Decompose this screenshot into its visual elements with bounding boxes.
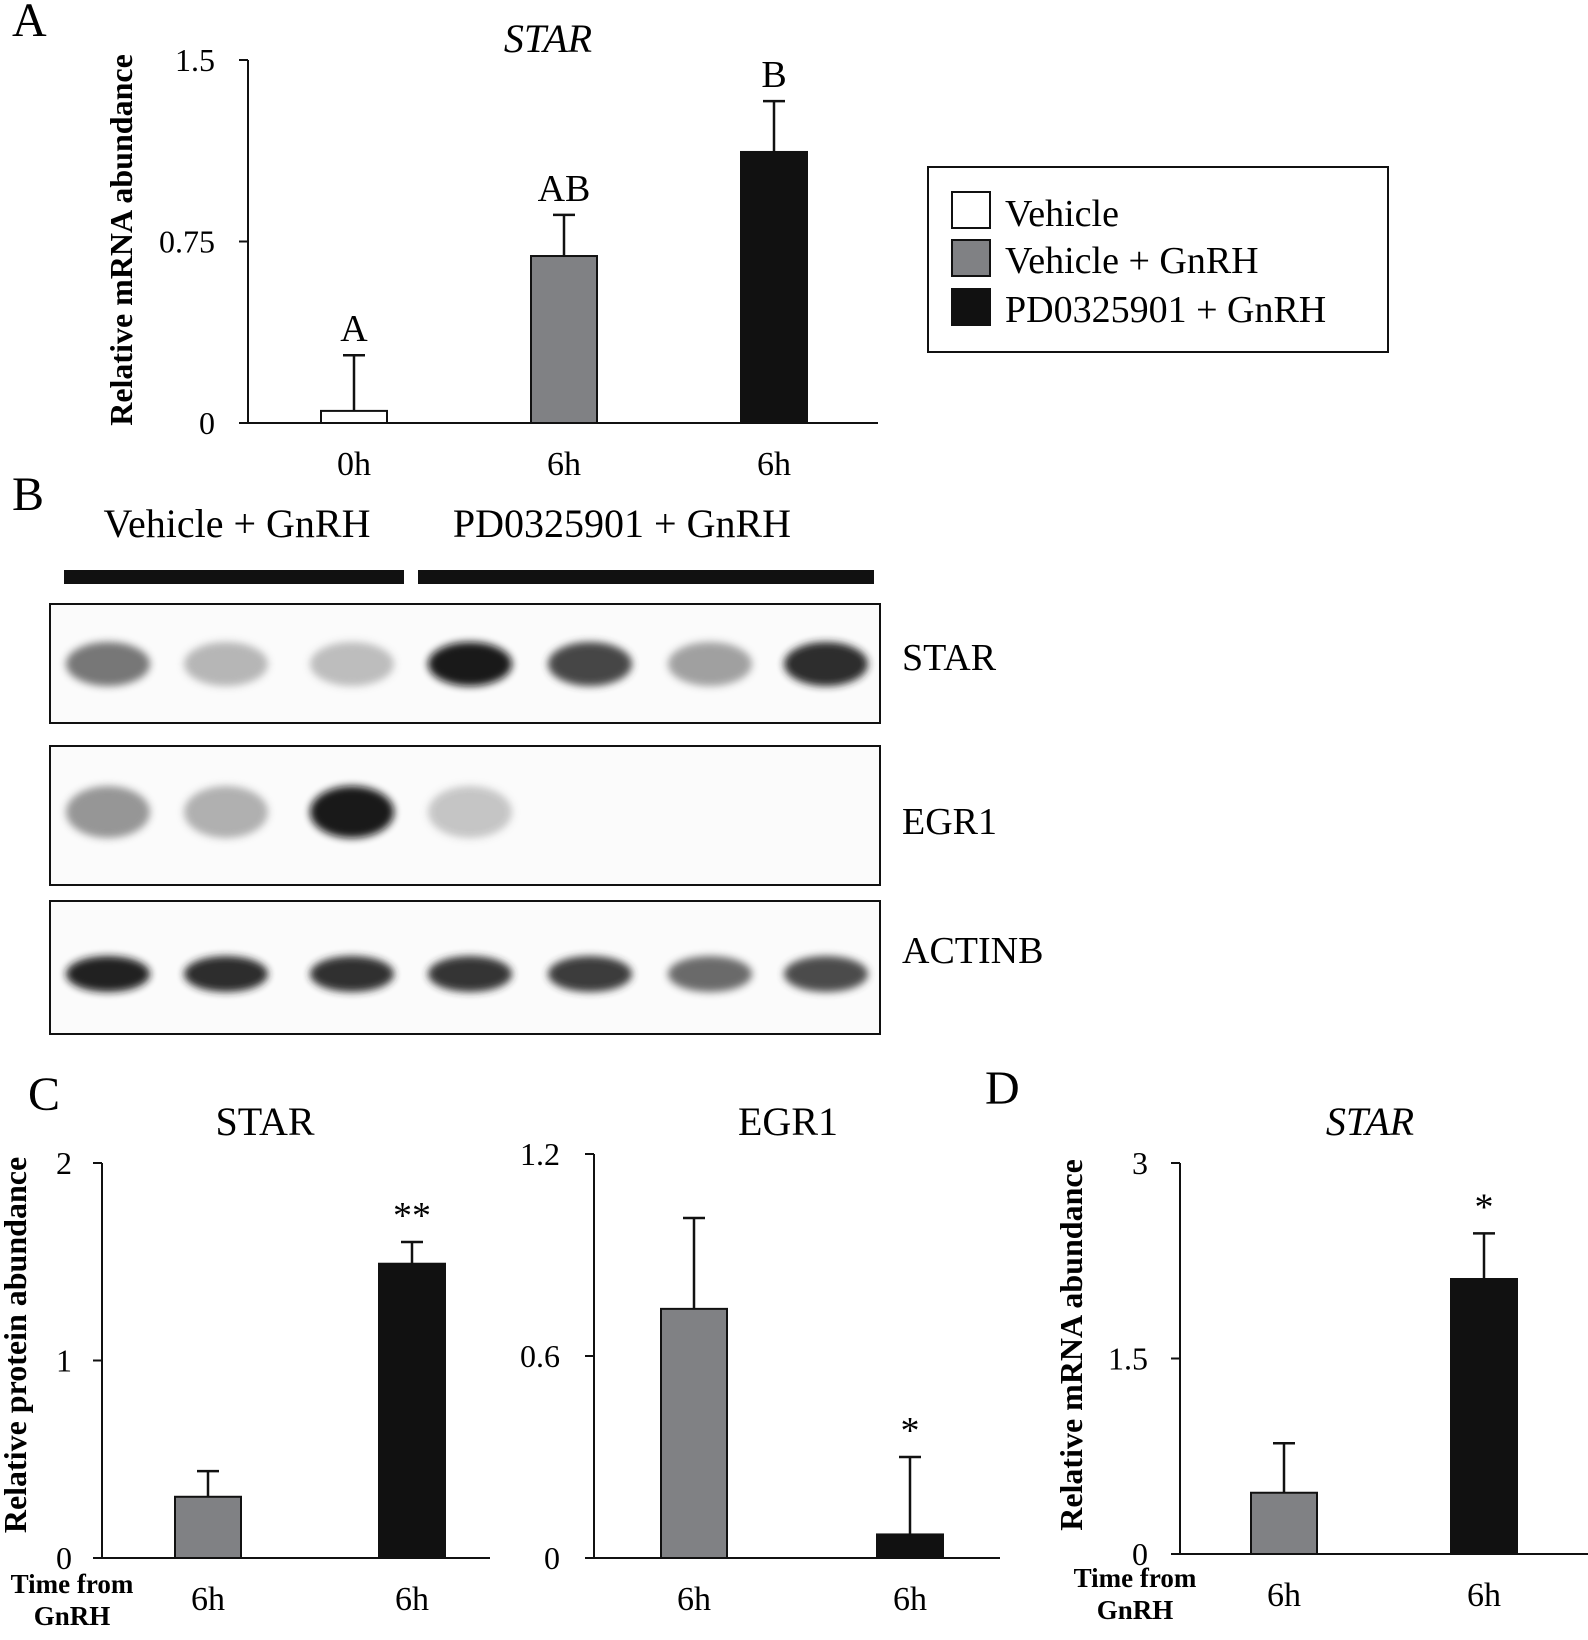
legend-swatch-vehicle-gnrh: [951, 239, 991, 277]
blot-band-egr1: [310, 786, 394, 838]
y-axis-label: Relative mRNA abundance: [103, 54, 139, 426]
blot-band-egr1: [66, 786, 150, 838]
y-axis-label: Relative protein abundance: [0, 1157, 33, 1533]
chart-a-star-mrna: 0 0.75 1.5 STAR Relative mRNA abundance A 0h AB…: [103, 16, 878, 483]
western-blot: Vehicle + GnRH PD0325901 + GnRH STAR EGR…: [49, 501, 1043, 1035]
y-axis-label: Relative mRNA abundance: [1053, 1159, 1089, 1531]
blot-band-actinb: [66, 956, 150, 992]
x-axis-label-line: GnRH: [34, 1601, 111, 1631]
legend-box: [927, 166, 1389, 353]
significance-label: *: [1475, 1186, 1494, 1228]
blot-band-star: [66, 642, 150, 686]
blot-actinb-panel: [49, 900, 881, 1035]
x-tick-label: 6h: [1467, 1577, 1501, 1614]
y-tick-label: 1.5: [175, 42, 215, 78]
x-axis-label-line: Time from: [1074, 1563, 1197, 1593]
significance-label: A: [340, 308, 368, 350]
chart-title: EGR1: [738, 1099, 838, 1144]
chart-title: STAR: [215, 1099, 314, 1144]
x-tick-label: 6h: [191, 1581, 225, 1618]
x-tick-label: 6h: [893, 1581, 927, 1618]
significance-label: **: [393, 1195, 431, 1237]
blot-band-actinb: [428, 956, 512, 992]
y-tick-label: 1.2: [520, 1136, 560, 1172]
panel-letter-d: D: [985, 1062, 1020, 1115]
blot-band-star: [184, 642, 268, 686]
y-tick-label: 0.75: [159, 224, 215, 260]
blot-band-star: [668, 642, 752, 686]
bar: [660, 1307, 728, 1560]
bar: [174, 1495, 242, 1560]
x-axis-label-line: GnRH: [1097, 1595, 1174, 1625]
blot-band-actinb: [668, 956, 752, 992]
y-tick-label: 0: [56, 1540, 72, 1576]
x-tick-label: 6h: [677, 1581, 711, 1618]
x-tick-label: 0h: [337, 446, 371, 483]
chart-title: STAR: [1326, 1099, 1414, 1144]
blot-band-star: [310, 642, 394, 686]
blot-group-bar-vehicle: [64, 570, 404, 584]
y-tick-label: 0: [544, 1540, 560, 1576]
panel-letter-c: C: [28, 1068, 60, 1121]
blot-group-label-pd: PD0325901 + GnRH: [453, 501, 791, 546]
legend-label-pd-gnrh: PD0325901 + GnRH: [1005, 289, 1326, 331]
bar: [320, 409, 388, 424]
legend-label-vehicle: Vehicle: [1005, 193, 1119, 235]
blot-band-actinb: [184, 956, 268, 992]
significance-label: *: [901, 1410, 920, 1452]
bar: [1250, 1491, 1318, 1555]
legend-label-vehicle-gnrh: Vehicle + GnRH: [1005, 240, 1259, 282]
x-tick-label: 6h: [1267, 1577, 1301, 1614]
y-tick-label: 0.6: [520, 1338, 560, 1374]
x-axis-label: Time from GnRH: [1074, 1563, 1197, 1625]
bar: [530, 255, 598, 424]
legend-swatch-pd-gnrh: [951, 288, 991, 326]
blot-band-star: [548, 642, 632, 686]
y-tick-label: 2: [56, 1145, 72, 1181]
bar: [740, 150, 808, 425]
y-tick-label: 1.5: [1108, 1341, 1148, 1377]
x-tick-label: 6h: [547, 446, 581, 483]
band-label-actinb: ACTINB: [902, 930, 1043, 972]
blot-band-star: [428, 642, 512, 686]
panel-letter-a: A: [12, 0, 47, 47]
significance-label: AB: [538, 168, 591, 210]
x-axis-label: Time from GnRH: [11, 1569, 134, 1631]
y-tick-label: 0: [1132, 1536, 1148, 1572]
blot-group-label-vehicle: Vehicle + GnRH: [104, 501, 371, 546]
bar: [1450, 1277, 1518, 1556]
blot-band-star: [784, 642, 868, 686]
x-axis-label-line: Time from: [11, 1569, 134, 1599]
blot-band-egr1: [428, 786, 512, 838]
significance-label: B: [761, 54, 786, 96]
band-label-egr1: EGR1: [902, 801, 997, 843]
y-tick-label: 0: [199, 405, 215, 441]
chart-title: STAR: [504, 16, 592, 61]
blot-band-actinb: [310, 956, 394, 992]
x-tick-label: 6h: [757, 446, 791, 483]
blot-band-actinb: [548, 956, 632, 992]
chart-d-star-mrna: 0 1.5 3 STAR Relative mRNA abundance Time fro…: [1053, 1099, 1588, 1625]
panel-letter-b: B: [12, 468, 44, 521]
chart-c-egr1-protein: 0 0.6 1.2 EGR1 6h * 6h: [520, 1099, 1000, 1618]
bar: [378, 1262, 446, 1559]
blot-band-egr1: [184, 786, 268, 838]
chart-c-star-protein: 0 1 2 STAR Relative protein abundance Time fr…: [0, 1099, 490, 1631]
legend: Vehicle Vehicle + GnRH PD0325901 + GnRH: [927, 166, 1389, 353]
bar: [876, 1533, 944, 1560]
blot-egr1-panel: [49, 745, 881, 886]
blot-band-actinb: [784, 956, 868, 992]
y-tick-label: 1: [56, 1343, 72, 1379]
y-tick-label: 3: [1132, 1145, 1148, 1181]
blot-star-panel: [49, 603, 881, 724]
legend-swatch-vehicle: [951, 191, 991, 229]
band-label-star: STAR: [902, 637, 997, 679]
blot-group-bar-pd: [418, 570, 874, 584]
x-tick-label: 6h: [395, 1581, 429, 1618]
